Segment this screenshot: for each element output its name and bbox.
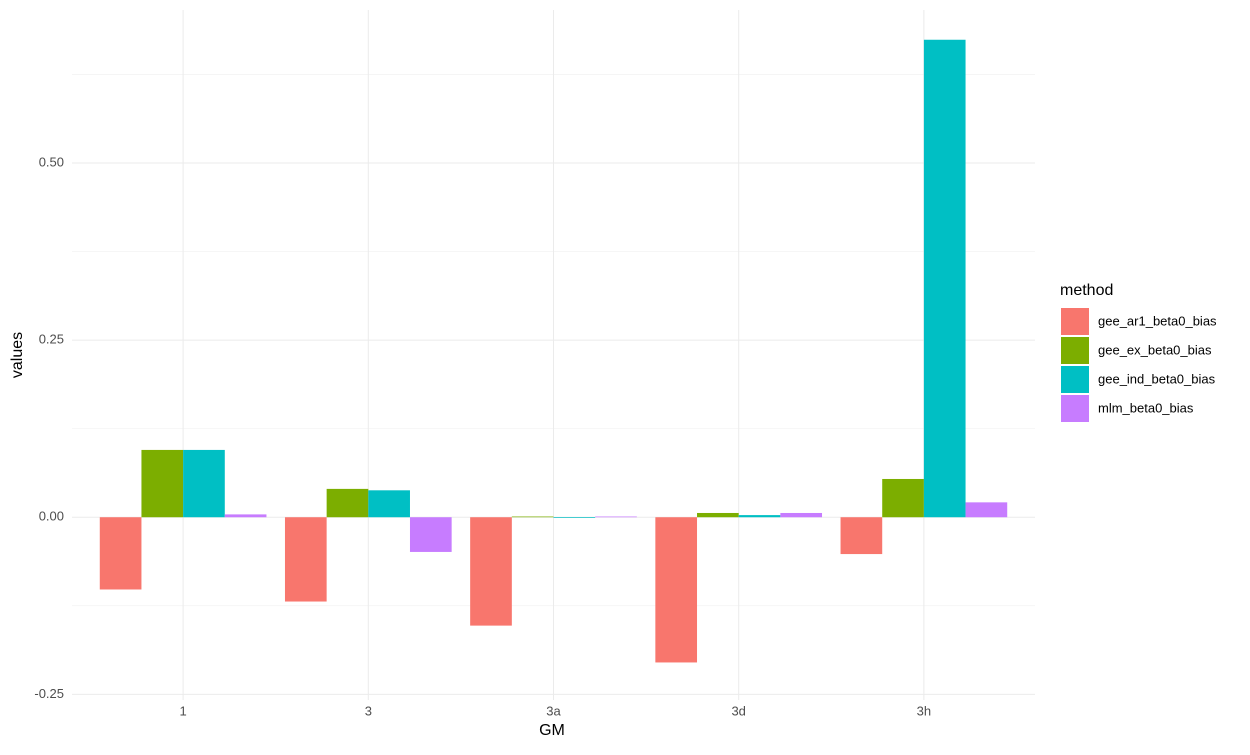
x-axis-title: GM — [539, 722, 565, 739]
y-tick-label: 0.25 — [39, 332, 64, 347]
bar — [553, 517, 596, 518]
bar — [965, 502, 1008, 518]
legend-label: gee_ar1_beta0_bias — [1098, 313, 1217, 328]
legend-key — [1061, 308, 1089, 335]
bar — [595, 516, 637, 518]
x-tick-label: 3 — [365, 703, 372, 718]
bar — [224, 514, 267, 518]
legend-key — [1061, 366, 1089, 393]
bar — [470, 517, 512, 626]
y-tick-label: -0.25 — [34, 686, 64, 701]
bar — [697, 512, 739, 518]
bar — [183, 449, 225, 518]
bar — [882, 478, 924, 518]
legend-label: gee_ex_beta0_bias — [1098, 342, 1212, 357]
bar — [141, 449, 184, 518]
legend-title: method — [1060, 282, 1113, 299]
bar — [780, 512, 823, 518]
x-tick-label: 3d — [731, 703, 745, 718]
y-tick-label: 0.50 — [39, 154, 64, 169]
bar — [923, 39, 966, 518]
bar — [284, 517, 327, 602]
bar — [99, 517, 142, 590]
legend-label: gee_ind_beta0_bias — [1098, 371, 1216, 386]
y-tick-label: 0.00 — [39, 509, 64, 524]
x-tick-label: 1 — [179, 703, 186, 718]
bar — [655, 517, 698, 663]
bar — [326, 488, 369, 518]
legend-key — [1061, 395, 1089, 422]
legend-label: mlm_beta0_bias — [1098, 400, 1194, 415]
bar — [368, 490, 410, 518]
bar — [738, 515, 781, 518]
bar — [409, 517, 452, 552]
x-tick-label: 3h — [917, 703, 931, 718]
bar — [511, 516, 554, 518]
grid — [72, 10, 1035, 700]
y-axis-title: values — [9, 332, 26, 378]
x-tick-label: 3a — [546, 703, 561, 718]
bar — [840, 517, 883, 555]
legend-key — [1061, 337, 1089, 364]
